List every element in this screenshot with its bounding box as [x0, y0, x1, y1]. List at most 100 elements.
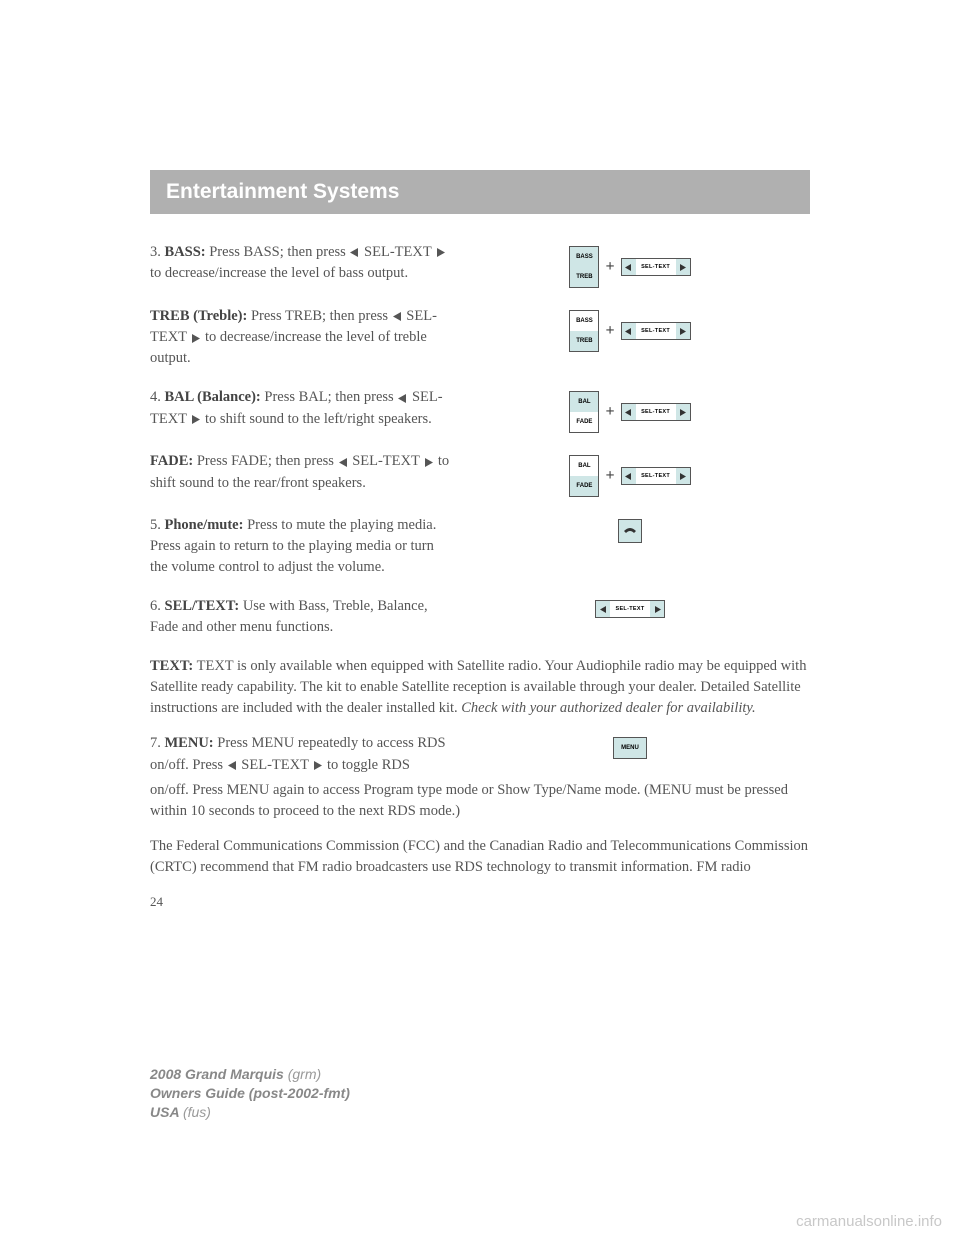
item-label: TREB (Treble):	[150, 308, 247, 324]
plus-icon: +	[605, 467, 614, 485]
seltext-label: SEL-TEXT	[636, 409, 676, 415]
item-label: BASS:	[165, 244, 206, 260]
text: Press TREB; then press	[247, 308, 391, 324]
italic-text: Check with your authorized dealer for av…	[461, 700, 755, 716]
sel-text: SEL-TEXT	[241, 757, 308, 773]
item-seltext: 6. SEL/TEXT: Use with Bass, Treble, Bala…	[150, 596, 810, 638]
item-bass: 3. BASS: Press BASS; then press SEL-TEXT…	[150, 242, 810, 288]
triangle-left-icon	[397, 388, 408, 409]
text: to toggle RDS	[323, 757, 410, 773]
text: Press BASS; then press	[206, 244, 350, 260]
footer: 2008 Grand Marquis (grm) Owners Guide (p…	[150, 1065, 350, 1122]
bass-treb-button: BASS TREB	[569, 246, 599, 288]
seltext-button: SEL-TEXT	[621, 322, 691, 340]
item-treb: TREB (Treble): Press TREB; then press SE…	[150, 306, 810, 369]
seltext-text: 6. SEL/TEXT: Use with Bass, Treble, Bala…	[150, 596, 450, 638]
footer-region: USA	[150, 1104, 183, 1120]
item-menu: 7. MENU: Press MENU repeatedly to access…	[150, 733, 810, 775]
bal-label: BAL	[570, 392, 598, 412]
menu-button: MENU	[613, 737, 647, 759]
bal-fade-button: BAL FADE	[569, 455, 599, 497]
sel-text: SEL-TEXT	[364, 244, 431, 260]
triangle-right-icon	[650, 601, 664, 617]
triangle-left-icon	[622, 259, 636, 275]
bass-text: 3. BASS: Press BASS; then press SEL-TEXT…	[150, 242, 450, 284]
item-label: FADE:	[150, 453, 193, 469]
section-title: Entertainment Systems	[166, 180, 794, 204]
fade-label: FADE	[570, 476, 598, 496]
triangle-left-icon	[349, 242, 360, 263]
triangle-right-icon	[676, 404, 690, 420]
triangle-left-icon	[622, 323, 636, 339]
phone-diagram	[450, 515, 810, 543]
item-label: Phone/mute:	[165, 517, 244, 533]
menu-label: MENU	[621, 745, 639, 751]
treb-label: TREB	[570, 267, 598, 287]
item-number: 3.	[150, 244, 161, 260]
seltext-diagram: SEL-TEXT	[450, 596, 810, 618]
item-phone: 5. Phone/mute: Press to mute the playing…	[150, 515, 810, 578]
triangle-right-icon	[312, 755, 323, 776]
item-label: TEXT:	[150, 658, 193, 674]
sel-text: SEL-TEXT	[352, 453, 419, 469]
item-number: 4.	[150, 389, 161, 405]
item-text: TEXT: TEXT is only available when equipp…	[150, 656, 810, 719]
phone-button	[618, 519, 642, 543]
fade-text: FADE: Press FADE; then press SEL-TEXT to…	[150, 451, 450, 493]
plus-icon: +	[605, 258, 614, 276]
item-number: 5.	[150, 517, 161, 533]
bal-diagram: BAL FADE + SEL-TEXT	[450, 387, 810, 433]
triangle-right-icon	[676, 468, 690, 484]
menu-text: 7. MENU: Press MENU repeatedly to access…	[150, 733, 450, 775]
bal-text: 4. BAL (Balance): Press BAL; then press …	[150, 387, 450, 429]
fcc-paragraph: The Federal Communications Commission (F…	[150, 836, 810, 878]
bal-label: BAL	[570, 456, 598, 476]
bass-diagram: BASS TREB + SEL-TEXT	[450, 242, 810, 288]
triangle-left-icon	[596, 601, 610, 617]
footer-model: 2008 Grand Marquis	[150, 1066, 288, 1082]
seltext-label: SEL-TEXT	[636, 264, 676, 270]
seltext-label: SEL-TEXT	[636, 328, 676, 334]
page-number: 24	[150, 894, 810, 910]
triangle-right-icon	[435, 242, 446, 263]
page-container: Entertainment Systems 3. BASS: Press BAS…	[0, 0, 960, 910]
section-header: Entertainment Systems	[150, 170, 810, 214]
seltext-button: SEL-TEXT	[595, 600, 665, 618]
bass-label: BASS	[570, 247, 598, 267]
seltext-button: SEL-TEXT	[621, 403, 691, 421]
seltext-label: SEL-TEXT	[636, 473, 676, 479]
menu-diagram: MENU	[450, 733, 810, 759]
item-label: SEL/TEXT:	[165, 598, 240, 614]
footer-region-code: (fus)	[183, 1104, 211, 1120]
bass-treb-button: BASS TREB	[569, 310, 599, 352]
triangle-right-icon	[423, 452, 434, 473]
seltext-button: SEL-TEXT	[621, 258, 691, 276]
plus-icon: +	[605, 403, 614, 421]
triangle-right-icon	[190, 409, 201, 430]
treb-text: TREB (Treble): Press TREB; then press SE…	[150, 306, 450, 369]
item-label: BAL (Balance):	[165, 389, 261, 405]
menu-continuation: on/off. Press MENU again to access Progr…	[150, 780, 810, 822]
item-number: 7.	[150, 735, 161, 751]
triangle-left-icon	[338, 452, 349, 473]
treb-diagram: BASS TREB + SEL-TEXT	[450, 306, 810, 352]
watermark: carmanualsonline.info	[796, 1213, 942, 1230]
text: to decrease/increase the level of bass o…	[150, 265, 408, 281]
phone-icon	[623, 526, 637, 536]
text: to shift sound to the left/right speaker…	[201, 411, 431, 427]
seltext-label: SEL-TEXT	[610, 606, 650, 612]
triangle-left-icon	[227, 755, 238, 776]
footer-code: (grm)	[288, 1066, 321, 1082]
triangle-left-icon	[622, 468, 636, 484]
footer-guide: Owners Guide (post-2002-fmt)	[150, 1085, 350, 1101]
item-bal: 4. BAL (Balance): Press BAL; then press …	[150, 387, 810, 433]
fade-diagram: BAL FADE + SEL-TEXT	[450, 451, 810, 497]
phone-text: 5. Phone/mute: Press to mute the playing…	[150, 515, 450, 578]
triangle-right-icon	[676, 259, 690, 275]
item-label: MENU:	[165, 735, 214, 751]
triangle-right-icon	[190, 327, 201, 348]
triangle-right-icon	[676, 323, 690, 339]
triangle-left-icon	[622, 404, 636, 420]
triangle-left-icon	[392, 306, 403, 327]
plus-icon: +	[605, 322, 614, 340]
